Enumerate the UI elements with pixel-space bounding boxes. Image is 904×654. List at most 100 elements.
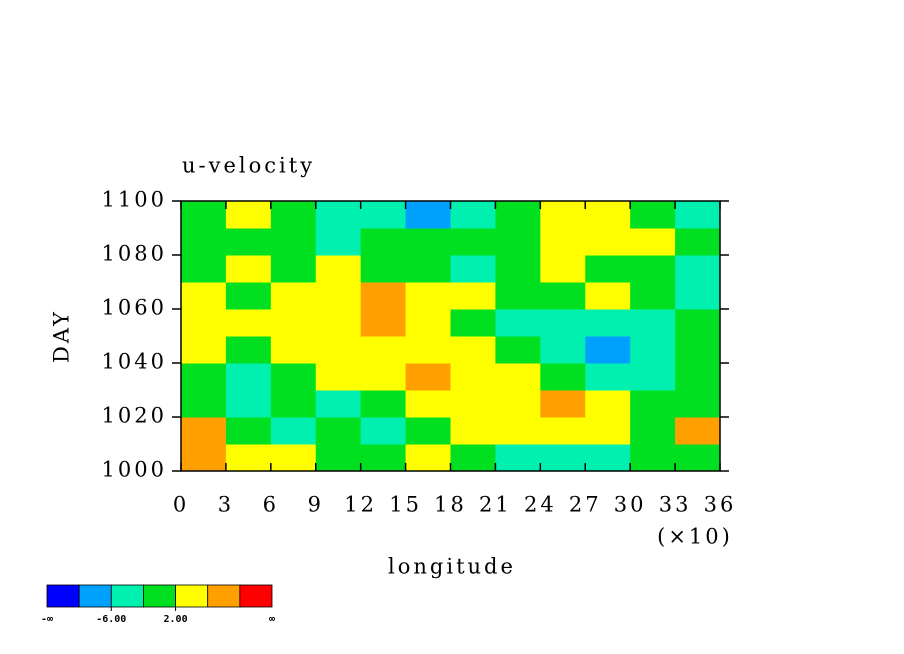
contour-cell — [270, 201, 317, 229]
contour-cell — [270, 390, 317, 418]
contour-cell — [585, 444, 631, 472]
colorbar-swatch — [110, 584, 144, 608]
contour-cell — [405, 282, 451, 310]
contour-cell — [181, 363, 227, 391]
contour-cell — [315, 390, 362, 418]
contour-cell — [675, 444, 721, 472]
contour-cell — [360, 390, 407, 418]
contour-cell — [405, 363, 451, 391]
contour-cell — [181, 309, 227, 337]
x-axis-label: longitude — [388, 555, 516, 579]
contour-cell — [270, 363, 317, 391]
contour-cell — [675, 255, 721, 283]
contour-cell — [585, 390, 631, 418]
contour-cell — [630, 417, 676, 445]
contour-cell — [225, 228, 272, 256]
contour-cell — [630, 255, 676, 283]
contour-cell — [360, 228, 407, 256]
contour-cell — [540, 417, 586, 445]
contour-cell — [405, 309, 451, 337]
x-tick-label: 15 — [389, 493, 422, 517]
contour-cell — [675, 228, 721, 256]
contour-cell — [675, 201, 721, 229]
contour-cell — [495, 336, 541, 364]
contour-cell — [225, 309, 272, 337]
contour-cell — [181, 390, 227, 418]
contour-cell — [630, 201, 676, 229]
contour-cell — [540, 282, 586, 310]
contour-cell — [585, 255, 631, 283]
contour-cell — [450, 417, 496, 445]
colorbar-swatch — [78, 584, 112, 608]
contour-cell — [540, 309, 586, 337]
contour-cell — [540, 255, 586, 283]
contour-cell — [315, 444, 362, 472]
x-tick-label: 3 — [218, 493, 234, 517]
contour-cell — [315, 255, 362, 283]
contour-cell — [450, 228, 496, 256]
x-tick-label: 33 — [659, 493, 692, 517]
contour-cell — [315, 363, 362, 391]
contour-cell — [450, 255, 496, 283]
contour-cell — [450, 309, 496, 337]
contour-cell — [495, 417, 541, 445]
chart-title: u-velocity — [182, 154, 315, 178]
contour-cell — [181, 417, 227, 445]
contour-cell — [360, 201, 407, 229]
contour-cell — [225, 363, 272, 391]
contour-cell — [225, 255, 272, 283]
contour-cell — [360, 255, 407, 283]
colorbar-low-label: -∞ — [41, 614, 53, 625]
contour-cell — [181, 201, 227, 229]
contour-cell — [270, 336, 317, 364]
contour-cell — [360, 417, 407, 445]
contour-cell — [675, 282, 721, 310]
x-tick-label: 18 — [434, 493, 467, 517]
colorbar-swatch — [175, 584, 209, 608]
x-tick-label: 30 — [614, 493, 647, 517]
contour-cell — [181, 255, 227, 283]
contour-cell — [450, 363, 496, 391]
contour-cell — [360, 336, 407, 364]
contour-cell — [495, 444, 541, 472]
x-tick-label: 21 — [479, 493, 512, 517]
y-tick-label: 1040 — [102, 350, 167, 374]
contour-cell — [225, 336, 272, 364]
contour-cell — [675, 309, 721, 337]
contour-cell — [540, 390, 586, 418]
x-tick-label: 27 — [569, 493, 602, 517]
y-tick-label: 1000 — [102, 458, 167, 482]
contour-cell — [495, 255, 541, 283]
contour-cell — [450, 390, 496, 418]
contour-cell — [585, 417, 631, 445]
colorbar-tick-label: 2.00 — [164, 614, 188, 625]
contour-cell — [270, 255, 317, 283]
x-tick-label: 12 — [344, 493, 377, 517]
contour-cell — [585, 309, 631, 337]
contour-cell — [405, 255, 451, 283]
contour-cell — [630, 309, 676, 337]
contour-cell — [270, 309, 317, 337]
y-tick-label: 1080 — [102, 242, 167, 266]
x-multiplier: (×10) — [657, 525, 733, 549]
contour-cell — [450, 444, 496, 472]
contour-cell — [540, 444, 586, 472]
contour-cell — [450, 201, 496, 229]
contour-cell — [495, 363, 541, 391]
contour-cell — [225, 390, 272, 418]
contour-cell — [360, 444, 407, 472]
y-tick-label: 1020 — [102, 404, 167, 428]
contour-cell — [540, 363, 586, 391]
contour-cell — [405, 390, 451, 418]
contour-cell — [405, 444, 451, 472]
contour-cell — [675, 417, 721, 445]
y-tick-label: 1100 — [102, 188, 167, 212]
contour-cell — [540, 336, 586, 364]
contour-cell — [405, 417, 451, 445]
contour-cell — [270, 417, 317, 445]
contour-cell — [630, 363, 676, 391]
contour-cell — [630, 228, 676, 256]
contour-cell — [630, 444, 676, 472]
contour-cell — [315, 282, 362, 310]
